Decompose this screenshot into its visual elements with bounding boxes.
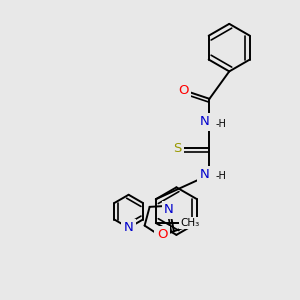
Text: N: N [164,203,174,216]
Text: -H: -H [216,118,226,129]
Text: O: O [157,228,167,242]
Text: N: N [200,116,209,128]
Text: S: S [173,142,181,155]
Text: CH₃: CH₃ [181,218,200,228]
Text: N: N [200,168,209,181]
Text: O: O [178,84,189,97]
Text: -H: -H [216,171,226,182]
Text: N: N [124,221,134,234]
